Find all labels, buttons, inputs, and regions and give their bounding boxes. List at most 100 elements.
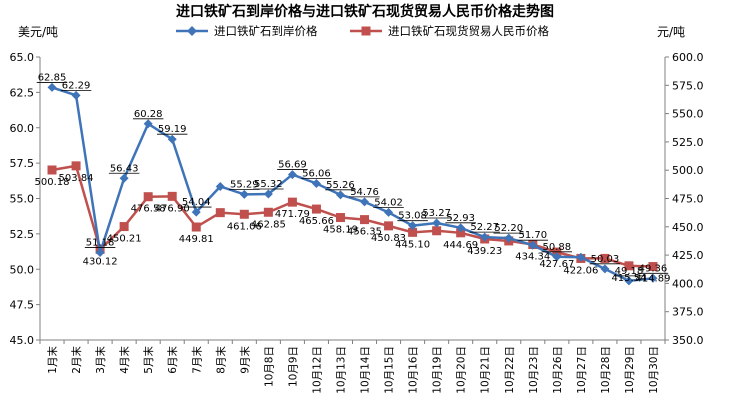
legend: 进口铁矿石到岸价格 进口铁矿石现货贸易人民币价格: [176, 24, 549, 38]
data-label: 450.83: [371, 233, 406, 244]
data-point: [239, 189, 249, 199]
data-label: 434.34: [515, 252, 550, 263]
data-point: [287, 197, 297, 207]
data-label: 500.18: [35, 177, 70, 188]
y-tick-label-left: 60.0: [10, 122, 35, 135]
x-tick-label: 5月末: [142, 346, 155, 374]
data-label: 55.29: [230, 179, 259, 190]
x-tick-label: 10月29日: [624, 346, 636, 394]
data-point: [311, 204, 321, 214]
x-tick-label: 10月13日: [335, 346, 347, 394]
legend-item-series-2: 进口铁矿石现货贸易人民币价格: [350, 24, 549, 38]
data-label: 51.70: [518, 230, 547, 241]
data-point: [239, 209, 249, 219]
x-tick-label: 10月14日: [360, 346, 372, 394]
data-point: [600, 253, 610, 263]
data-label: 439.23: [467, 246, 502, 257]
data-point: [335, 213, 345, 223]
data-label: 427.67: [539, 259, 574, 270]
x-tick-label: 10月22日: [504, 346, 516, 394]
y-tick-label-right: 600.0: [672, 51, 704, 64]
legend-diamond-marker: [187, 26, 197, 36]
data-point: [119, 222, 129, 232]
data-label: 465.66: [299, 216, 334, 227]
data-label: 449.81: [179, 234, 214, 245]
data-label: 52.20: [494, 223, 523, 234]
data-point: [408, 227, 418, 237]
y-tick-label-right: 400.0: [672, 277, 704, 290]
data-point: [408, 221, 418, 231]
data-label: 50.03: [591, 254, 620, 265]
data-point: [167, 134, 177, 144]
data-point: [384, 221, 394, 231]
x-tick-label: 10月30日: [648, 346, 660, 394]
data-point: [648, 273, 658, 283]
y-tick-label-left: 47.5: [10, 299, 35, 312]
data-label: 52.93: [446, 213, 475, 224]
data-label: 476.90: [155, 203, 190, 214]
data-label: 52.27: [470, 222, 499, 233]
data-label: 444.69: [443, 240, 478, 251]
data-point: [648, 262, 658, 272]
y-tick-label-right: 425.0: [672, 249, 704, 262]
data-label: 462.85: [251, 219, 286, 230]
data-label: 503.84: [59, 173, 94, 184]
data-point: [71, 161, 81, 171]
x-tick-label: 1月末: [46, 346, 59, 374]
data-label: 415.54: [611, 273, 646, 284]
data-label: 50.88: [543, 242, 572, 253]
y-tick-label-right: 550.0: [672, 108, 704, 121]
data-label: 55.26: [326, 180, 355, 191]
data-point: [432, 218, 442, 228]
legend-label-series-2: 进口铁矿石现货贸易人民币价格: [388, 24, 549, 38]
y-tick-label-left: 50.0: [10, 263, 35, 276]
y-tick-label-left: 45.0: [10, 334, 35, 347]
y-tick-label-right: 525.0: [672, 136, 704, 149]
data-point: [504, 233, 514, 243]
legend-label-series-1: 进口铁矿石到岸价格: [214, 24, 318, 38]
data-point: [528, 240, 538, 250]
y-tick-label-right: 575.0: [672, 79, 704, 92]
data-label: 445.10: [395, 239, 430, 250]
x-tick-label: 2月末: [70, 346, 83, 374]
x-tick-label: 10月16日: [408, 346, 420, 394]
chart-title: 进口铁矿石到岸价格与进口铁矿石现货贸易人民币价格走势图: [176, 3, 554, 20]
data-point: [576, 252, 586, 262]
data-point: [215, 208, 225, 218]
x-tick-label: 9月末: [238, 346, 251, 374]
x-tick-label: 10月20日: [456, 346, 468, 394]
y-tick-label-right: 475.0: [672, 193, 704, 206]
data-label: 476.58: [131, 204, 166, 215]
data-label: 450.21: [107, 234, 142, 245]
data-point: [47, 82, 57, 92]
data-label: 430.12: [83, 256, 118, 267]
data-label: 414.89: [635, 274, 670, 285]
data-label: 471.79: [275, 209, 310, 220]
x-tick-label: 10月8日: [263, 346, 275, 387]
x-tick-label: 7月末: [190, 346, 203, 374]
data-point: [456, 228, 466, 238]
data-point: [191, 207, 201, 217]
legend-item-series-1: 进口铁矿石到岸价格: [176, 24, 318, 38]
data-label: 59.19: [158, 124, 187, 135]
x-tick-label: 10月26日: [552, 346, 564, 394]
data-point: [360, 215, 370, 225]
data-label: 56.69: [278, 160, 307, 171]
axes: 45.0 47.5 50.0 52.5 55.0 57.5 60.0 62.5 65.0 350.…: [10, 51, 704, 394]
data-point: [191, 222, 201, 232]
y-tick-label-left: 55.0: [10, 193, 35, 206]
data-label: 456.35: [347, 227, 382, 238]
y-axis-label-right: 元/吨: [657, 25, 685, 39]
x-tick-label: 3月末: [94, 346, 107, 374]
data-point: [263, 207, 273, 217]
data-label: 54.04: [182, 197, 211, 208]
data-point: [552, 252, 562, 262]
data-label: 51.18: [86, 238, 115, 249]
data-point: [287, 170, 297, 180]
x-tick-label: 10月21日: [480, 346, 492, 394]
data-label: 53.27: [422, 208, 451, 219]
x-tick-label: 10月12日: [311, 346, 323, 394]
data-label: 62.85: [38, 72, 67, 83]
x-tick-label: 10月9日: [287, 346, 299, 387]
data-point: [456, 223, 466, 233]
